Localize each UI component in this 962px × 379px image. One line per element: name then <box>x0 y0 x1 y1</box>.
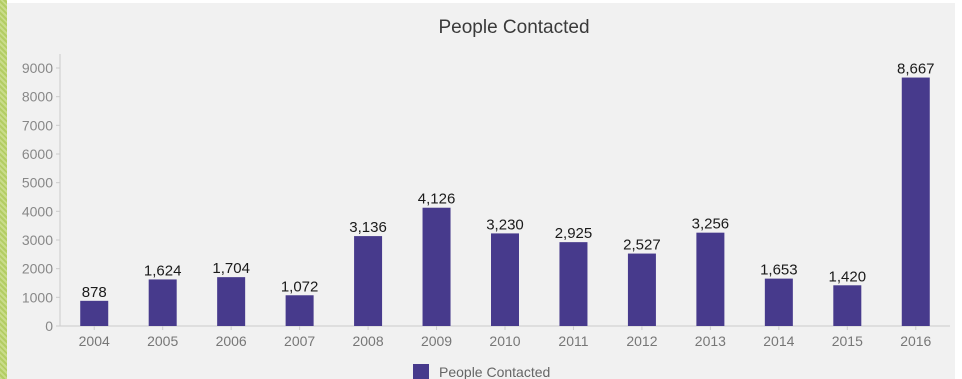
bar[interactable] <box>696 232 725 326</box>
x-tick-label: 2008 <box>352 333 383 349</box>
y-tick-label: 3000 <box>22 232 53 248</box>
y-tick-label: 1000 <box>22 289 53 305</box>
data-label: 3,256 <box>692 216 730 233</box>
x-tick-label: 2012 <box>626 333 657 349</box>
x-tick-label: 2009 <box>421 333 452 349</box>
x-axis: 2004 2005 2006 2007 2008 2009 2010 2011 2012 2013… <box>60 325 950 349</box>
bar[interactable] <box>285 295 314 326</box>
data-label: 2,925 <box>555 225 593 242</box>
y-tick-label: 2000 <box>22 261 53 277</box>
x-tick-label: 2004 <box>79 333 110 349</box>
x-tick-label: 2014 <box>763 333 794 349</box>
y-tick-label: 0 <box>45 318 53 334</box>
y-tick-label: 9000 <box>22 60 53 76</box>
legend-label[interactable]: People Contacted <box>439 364 550 379</box>
x-tick-label: 2015 <box>832 333 863 349</box>
bar[interactable] <box>491 233 519 326</box>
x-tick-label: 2016 <box>900 333 931 349</box>
bar[interactable] <box>354 236 383 326</box>
bar[interactable] <box>627 253 656 326</box>
bars <box>80 77 930 327</box>
data-label: 878 <box>82 284 107 301</box>
x-tick-label: 2010 <box>489 333 520 349</box>
bar[interactable] <box>422 207 451 326</box>
legend[interactable]: People Contacted <box>413 364 550 379</box>
chart-title: People Contacted <box>438 17 589 38</box>
x-tick-label: 2011 <box>558 333 588 349</box>
bar[interactable] <box>148 279 177 326</box>
y-axis: 0 1000 2000 3000 4000 5000 6000 7000 8000 9000 <box>22 54 61 334</box>
x-tick-label: 2006 <box>216 333 247 349</box>
x-tick-label: 2005 <box>147 333 178 349</box>
y-tick-label: 8000 <box>22 89 53 105</box>
bar[interactable] <box>217 277 246 326</box>
x-tick-label: 2013 <box>695 333 726 349</box>
y-tick-label: 4000 <box>22 203 53 219</box>
x-tick-label: 2007 <box>284 333 315 349</box>
y-tick-label: 5000 <box>22 175 53 191</box>
bar[interactable] <box>80 300 109 326</box>
bar[interactable] <box>901 77 930 327</box>
bar[interactable] <box>764 278 793 326</box>
bar[interactable] <box>833 285 862 326</box>
data-label: 1,420 <box>829 268 867 285</box>
data-label: 3,230 <box>486 216 524 233</box>
y-tick-label: 6000 <box>22 146 53 162</box>
bar[interactable] <box>559 242 588 326</box>
data-label: 2,527 <box>623 237 661 254</box>
data-label: 1,704 <box>212 260 250 277</box>
legend-swatch[interactable] <box>413 364 429 379</box>
data-labels: 878 1,624 1,704 1,072 3,136 4,126 3,230 2,925 2,… <box>82 61 935 301</box>
side-decoration-strip <box>0 0 7 379</box>
data-label: 4,126 <box>418 191 456 208</box>
data-label: 1,653 <box>760 262 798 279</box>
data-label: 8,667 <box>897 61 935 78</box>
data-label: 1,072 <box>281 278 319 295</box>
data-label: 3,136 <box>349 219 387 236</box>
y-tick-label: 7000 <box>22 117 53 133</box>
data-label: 1,624 <box>144 262 182 279</box>
